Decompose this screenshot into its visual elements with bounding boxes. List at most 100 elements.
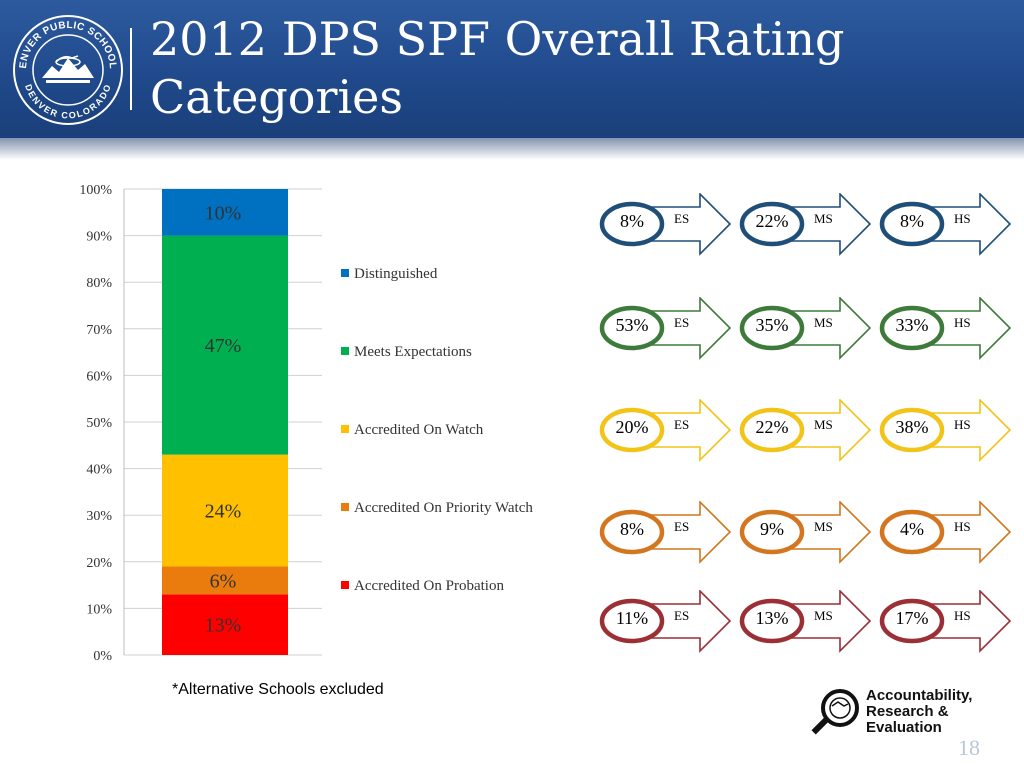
percent-value: 22% xyxy=(755,417,789,437)
y-tick-label: 20% xyxy=(86,556,112,571)
school-level-label: ES xyxy=(674,608,690,623)
slide-title: 2012 DPS SPF Overall Rating Categories xyxy=(150,12,845,124)
legend-label: Accredited On Probation xyxy=(354,578,504,594)
dps-seal-logo: DENVER PUBLIC SCHOOLS DENVER COLORADO xyxy=(12,14,123,125)
logo-line: Evaluation xyxy=(866,719,942,736)
school-level-label: MS xyxy=(814,608,833,623)
percent-value: 8% xyxy=(900,211,924,231)
arrow-shape xyxy=(739,590,872,653)
school-level-label: ES xyxy=(674,315,690,330)
seal-divider xyxy=(130,28,132,110)
bar-segment xyxy=(162,594,288,655)
y-tick-label: 30% xyxy=(86,509,112,524)
legend-swatch xyxy=(341,503,349,511)
legend-swatch xyxy=(341,347,349,355)
percent-value: 8% xyxy=(620,211,644,231)
logo-line: Research & xyxy=(866,703,949,720)
percent-value: 4% xyxy=(900,519,924,539)
breakdown-item: 20% ES xyxy=(596,399,736,463)
bar-segment xyxy=(162,235,288,455)
page-number: 18 xyxy=(958,735,980,760)
arrow-shape xyxy=(599,193,732,256)
data-label: 13% xyxy=(205,615,242,637)
school-level-label: HS xyxy=(954,417,971,432)
breakdown-item: 22% MS xyxy=(736,193,876,257)
percent-value: 22% xyxy=(755,211,789,231)
breakdown-item: 33% HS xyxy=(876,297,1016,361)
arrow-shape xyxy=(879,501,1012,564)
legend-label: Accredited On Watch xyxy=(354,422,484,438)
school-level-label: HS xyxy=(954,519,971,534)
breakdown-item: 8% HS xyxy=(876,193,1016,257)
header-bar xyxy=(0,0,1024,138)
bar-segment xyxy=(162,189,288,236)
breakdown-item: 8% ES xyxy=(596,501,736,565)
legend-swatch xyxy=(341,581,349,589)
arrow-shape xyxy=(879,590,1012,653)
school-level-label: HS xyxy=(954,211,971,226)
percent-value: 38% xyxy=(895,417,929,437)
header-shadow xyxy=(0,138,1024,160)
breakdown-item: 22% MS xyxy=(736,399,876,463)
y-tick-label: 100% xyxy=(79,183,112,198)
breakdown-item: 13% MS xyxy=(736,590,876,654)
percent-value: 8% xyxy=(620,519,644,539)
percent-value: 17% xyxy=(895,608,929,628)
bar-segment xyxy=(162,566,288,595)
arrow-shape xyxy=(739,501,872,564)
breakdown-item: 11% ES xyxy=(596,590,736,654)
school-level-label: ES xyxy=(674,417,690,432)
arrow-shape xyxy=(599,399,732,462)
school-level-label: MS xyxy=(814,211,833,226)
percent-value: 11% xyxy=(615,608,649,628)
school-level-label: HS xyxy=(954,315,971,330)
legend-swatch xyxy=(341,425,349,433)
data-label: 10% xyxy=(205,202,242,224)
breakdown-item: 35% MS xyxy=(736,297,876,361)
bar-segment xyxy=(162,454,288,567)
data-label: 24% xyxy=(205,501,242,523)
legend-label: Accredited On Priority Watch xyxy=(354,500,533,516)
percent-value: 53% xyxy=(615,315,649,335)
arrow-shape xyxy=(739,399,872,462)
are-logo-text: Accountability, Research & Evaluation xyxy=(866,688,972,736)
arrow-shape xyxy=(739,297,872,360)
y-tick-label: 50% xyxy=(86,416,112,431)
arrow-shape xyxy=(879,297,1012,360)
school-level-label: MS xyxy=(814,315,833,330)
breakdown-item: 9% MS xyxy=(736,501,876,565)
y-tick-label: 60% xyxy=(86,369,112,384)
school-level-label: HS xyxy=(954,608,971,623)
are-logo xyxy=(811,689,859,735)
percent-value: 33% xyxy=(895,315,929,335)
legend-label: Distinguished xyxy=(354,266,438,282)
y-tick-label: 90% xyxy=(86,230,112,245)
school-level-label: MS xyxy=(814,417,833,432)
school-level-label: MS xyxy=(814,519,833,534)
y-tick-label: 80% xyxy=(86,276,112,291)
percent-value: 13% xyxy=(755,608,789,628)
arrow-shape xyxy=(599,590,732,653)
arrow-shape xyxy=(879,193,1012,256)
breakdown-item: 38% HS xyxy=(876,399,1016,463)
arrow-shape xyxy=(879,399,1012,462)
y-tick-label: 70% xyxy=(86,323,112,338)
breakdown-item: 53% ES xyxy=(596,297,736,361)
percent-value: 20% xyxy=(615,417,649,437)
school-level-label: ES xyxy=(674,519,690,534)
percent-value: 9% xyxy=(760,519,784,539)
breakdown-item: 17% HS xyxy=(876,590,1016,654)
y-tick-label: 0% xyxy=(93,649,112,664)
breakdown-item: 4% HS xyxy=(876,501,1016,565)
data-label: 6% xyxy=(210,570,237,592)
school-level-label: ES xyxy=(674,211,690,226)
legend-swatch xyxy=(341,269,349,277)
logo-line: Accountability, xyxy=(866,687,973,704)
data-label: 47% xyxy=(205,335,242,357)
arrow-shape xyxy=(599,297,732,360)
y-tick-label: 10% xyxy=(86,602,112,617)
y-tick-label: 40% xyxy=(86,463,112,478)
arrow-shape xyxy=(599,501,732,564)
